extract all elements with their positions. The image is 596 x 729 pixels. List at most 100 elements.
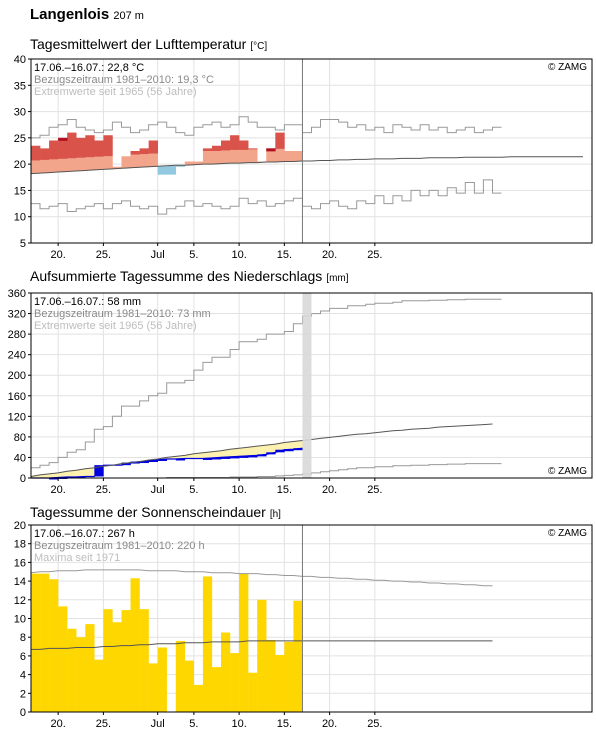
precipitation-xtick-label: 20. <box>322 484 337 496</box>
sunshine-xtick-label: 15. <box>277 718 292 729</box>
temperature-ytick-label: 40 <box>14 54 26 66</box>
temp-warm-bar <box>221 150 231 164</box>
temp-hot-bar <box>58 137 68 159</box>
temperature-title: Tagesmittelwert der Lufttemperatur [°C] <box>30 36 267 52</box>
sunshine-xtick-label: 10. <box>231 718 246 729</box>
temperature-ytick-label: 35 <box>14 80 26 92</box>
sunshine-xtick-label: 25. <box>96 718 111 729</box>
precipitation-ytick-label: 160 <box>8 391 26 403</box>
precipitation-info-reference: Bezugszeitraum 1981–2010: 73 mm <box>34 308 211 320</box>
sun-bar <box>284 641 294 712</box>
temperature-xtick-label: 20. <box>50 249 65 261</box>
temp-warm-bar <box>193 161 204 165</box>
temp-warm-bar <box>248 149 258 163</box>
sunshine-ytick-label: 10 <box>14 614 26 626</box>
temp-min-line <box>31 179 502 215</box>
precipitation-ytick-label: 80 <box>14 432 26 444</box>
sunshine-source: © ZAMG <box>548 528 587 539</box>
temp-hot-bar <box>139 148 149 155</box>
temperature-ytick-label: 5 <box>20 238 26 250</box>
sun-bar <box>94 659 104 712</box>
temp-cold-bar <box>175 165 186 167</box>
sunshine-ytick-label: 12 <box>14 595 26 607</box>
temperature-ytick-label: 30 <box>14 107 26 119</box>
temp-hot-bar <box>94 140 104 157</box>
sun-bar <box>202 576 213 712</box>
temp-warm-bar <box>139 154 149 168</box>
sunshine-title: Tagessumme der Sonnenscheindauer [h] <box>30 504 281 520</box>
sunshine-ytick-label: 18 <box>14 539 26 551</box>
temperature-xtick-label: 15. <box>277 249 292 261</box>
temperature-info-extreme: Extremwerte seit 1965 (56 Jahre) <box>34 86 197 98</box>
temp-hot-bar <box>85 135 95 158</box>
sun-bar <box>121 610 131 712</box>
rain-daily-bar <box>202 457 213 460</box>
temperature-ytick-label: 10 <box>14 212 26 224</box>
sun-bar <box>193 684 204 712</box>
rain-daily-bar <box>139 461 149 464</box>
temp-extreme-marker <box>266 148 276 152</box>
sun-bar <box>230 653 240 712</box>
precipitation-source: © ZAMG <box>548 466 587 477</box>
temp-warm-bar <box>293 151 303 162</box>
sun-bar <box>85 624 95 712</box>
temp-warm-bar <box>266 148 276 163</box>
temperature-ytick-label: 15 <box>14 185 26 197</box>
temp-warm-bar <box>76 157 86 171</box>
rain-daily-bar <box>211 457 222 460</box>
precipitation-ytick-label: 0 <box>20 473 26 485</box>
temp-warm-bar <box>184 161 195 166</box>
temperature-source: © ZAMG <box>548 62 587 73</box>
rain-daily-bar <box>248 455 258 458</box>
precipitation-ytick-label: 280 <box>8 329 26 341</box>
temp-hot-bar <box>211 145 222 151</box>
sun-bar <box>257 599 267 712</box>
precipitation-chart: Aufsummierte Tagessumme des Niederschlag… <box>8 268 593 496</box>
temp-hot-bar <box>248 148 258 150</box>
temp-warm-bar <box>85 157 95 171</box>
temperature-xtick-label: 25. <box>96 249 111 261</box>
sunshine-info-current: 17.06.–16.07.: 267 h <box>34 528 135 540</box>
sunshine-ytick-label: 0 <box>20 707 26 719</box>
sunshine-ytick-label: 8 <box>20 632 26 644</box>
sun-bar <box>76 637 86 712</box>
temperature-xtick-label: 20. <box>322 249 337 261</box>
temp-warm-bar <box>103 156 113 170</box>
temperature-info-current: 17.06.–16.07.: 22,8 °C <box>34 62 144 74</box>
sun-bar <box>58 606 68 712</box>
sun-bar <box>67 628 77 712</box>
temp-hot-bar <box>230 135 240 150</box>
rain-today-band <box>302 293 312 478</box>
temp-warm-bar <box>284 151 294 162</box>
sun-bar <box>103 609 113 712</box>
precipitation-xtick-label: 25. <box>96 484 111 496</box>
temperature-ytick-label: 20 <box>14 159 26 171</box>
sun-bar <box>293 600 303 712</box>
sun-max-line <box>30 569 493 587</box>
temp-warm-bar <box>49 159 59 173</box>
temperature-frame <box>30 58 593 244</box>
rain-max-line <box>31 298 502 469</box>
rain-daily-bar <box>175 458 186 461</box>
precipitation-xtick-label: 10. <box>231 484 246 496</box>
sunshine-chart: Tagessumme der Sonnenscheindauer [h] 0 2 4 6 8… <box>14 504 593 729</box>
sunshine-unit: [h] <box>270 509 281 520</box>
sunshine-ytick-label: 14 <box>14 576 26 588</box>
temperature-xtick-label: 25. <box>367 249 382 261</box>
temperature-chart: Tagesmittelwert der Lufttemperatur [°C] 5 1… <box>14 36 593 261</box>
temp-max-line <box>31 116 502 139</box>
precipitation-unit: [mm] <box>326 273 348 284</box>
sun-bar <box>239 573 249 712</box>
sunshine-ytick-label: 4 <box>20 670 26 682</box>
sunshine-xtick-label: 5. <box>189 718 198 729</box>
temp-warm-bar <box>40 159 50 174</box>
sun-bar <box>275 654 285 712</box>
rain-cumulative-line <box>31 447 303 479</box>
temp-warm-bar <box>211 151 222 165</box>
sun-bar <box>157 647 167 712</box>
sunshine-xtick-label: 20. <box>322 718 337 729</box>
sun-bar <box>221 632 231 712</box>
temp-warm-bar <box>121 156 131 169</box>
